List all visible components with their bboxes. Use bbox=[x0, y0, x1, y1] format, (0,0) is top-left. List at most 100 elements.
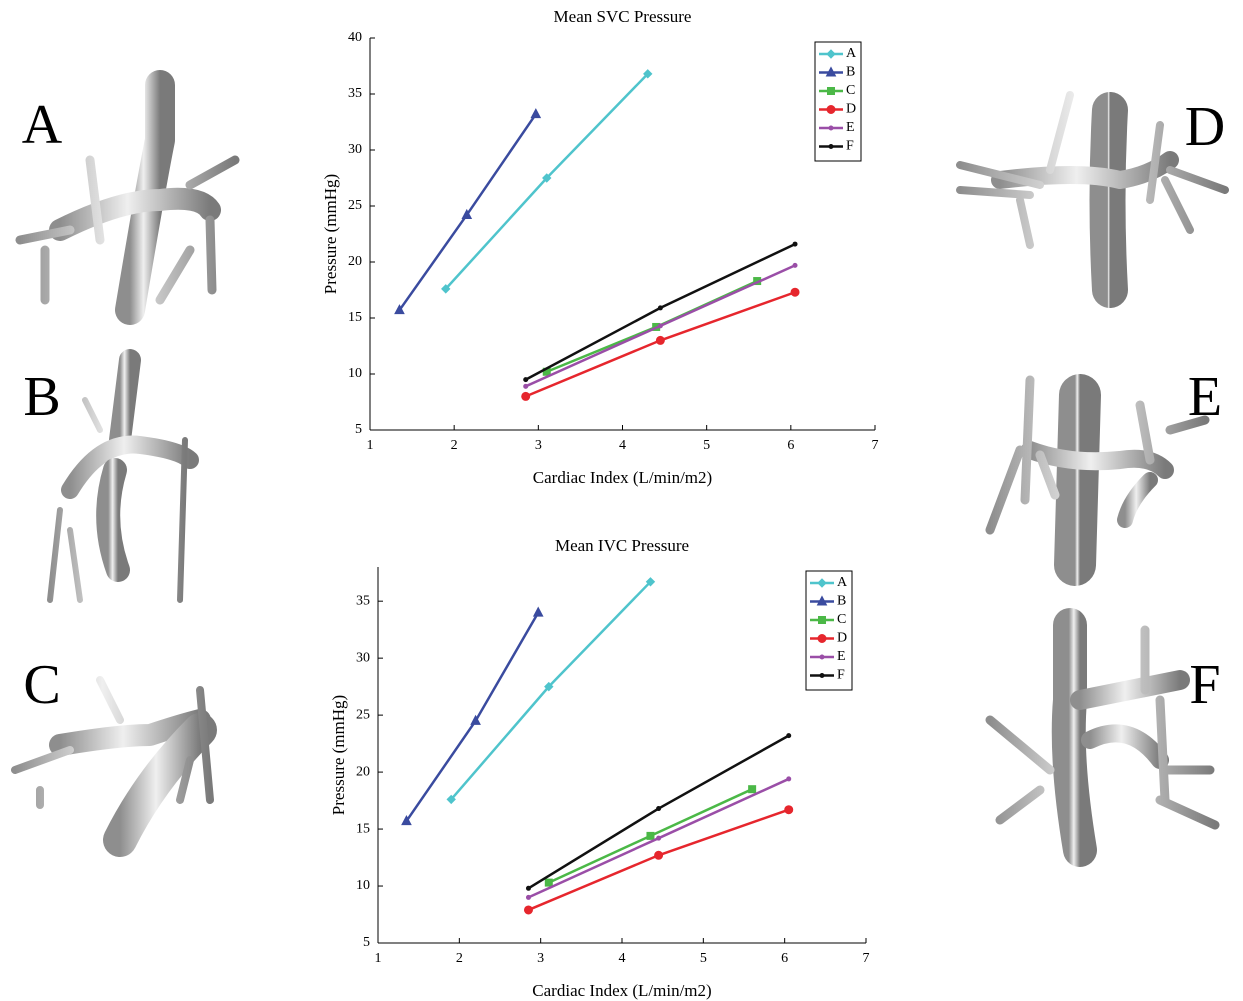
marker bbox=[792, 262, 798, 268]
marker bbox=[656, 835, 662, 841]
series-line bbox=[450, 580, 652, 801]
model-e bbox=[985, 374, 1210, 586]
y-tick-label: 25 bbox=[348, 198, 362, 213]
marker bbox=[441, 284, 451, 294]
marker bbox=[655, 335, 665, 345]
x-tick-label: 3 bbox=[537, 951, 544, 966]
marker bbox=[656, 806, 662, 812]
marker bbox=[817, 634, 827, 643]
x-tick-label: 6 bbox=[781, 951, 788, 966]
chart-title: Mean SVC Pressure bbox=[554, 7, 692, 26]
line-chart: Mean SVC Pressure Cardiac Index (L/min/m2… bbox=[321, 7, 879, 487]
marker bbox=[530, 108, 542, 119]
marker bbox=[446, 794, 456, 805]
panel-label: C bbox=[23, 654, 60, 716]
marker bbox=[826, 105, 836, 114]
legend-box bbox=[805, 570, 853, 691]
legend-label: D bbox=[837, 631, 847, 646]
marker bbox=[816, 595, 828, 606]
marker bbox=[544, 878, 553, 887]
series-line bbox=[527, 734, 790, 890]
marker bbox=[523, 377, 529, 383]
marker bbox=[394, 304, 405, 315]
x-axis-label: Cardiac Index (L/min/m2) bbox=[532, 981, 711, 1000]
series-line bbox=[525, 242, 796, 381]
x-axis-label: Cardiac Index (L/min/m2) bbox=[533, 468, 712, 487]
panel-label: E bbox=[1188, 366, 1222, 428]
panel-label: B bbox=[23, 366, 60, 428]
x-tick-label: 6 bbox=[787, 438, 794, 453]
marker bbox=[523, 905, 533, 915]
marker bbox=[544, 681, 554, 692]
marker bbox=[532, 606, 544, 617]
x-tick-label: 2 bbox=[451, 438, 458, 453]
marker bbox=[790, 287, 800, 297]
y-tick-label: 10 bbox=[348, 366, 362, 381]
marker bbox=[826, 49, 836, 59]
legend-label: F bbox=[837, 668, 845, 683]
y-axis-label: Pressure (mmHg) bbox=[321, 174, 340, 294]
marker bbox=[525, 885, 531, 891]
legend-label: B bbox=[837, 594, 846, 609]
x-tick-label: 4 bbox=[619, 438, 626, 453]
vessel-models bbox=[11, 70, 1229, 867]
marker bbox=[401, 815, 412, 826]
legend-label: D bbox=[846, 102, 856, 117]
model-d bbox=[956, 91, 1229, 308]
series-line bbox=[405, 611, 540, 822]
marker bbox=[827, 87, 835, 95]
charts: Mean SVC Pressure Cardiac Index (L/min/m2… bbox=[321, 7, 879, 1000]
y-tick-label: 30 bbox=[348, 142, 362, 157]
legend-box bbox=[814, 41, 862, 162]
marker bbox=[825, 66, 837, 77]
legend-label: E bbox=[837, 649, 846, 664]
y-tick-label: 5 bbox=[363, 935, 370, 950]
marker bbox=[784, 805, 794, 815]
marker bbox=[657, 305, 663, 311]
legend-label: A bbox=[846, 46, 857, 61]
legend-label: E bbox=[846, 120, 855, 135]
legend-label: A bbox=[837, 575, 848, 590]
marker bbox=[542, 173, 552, 183]
line-chart: Mean IVC Pressure Cardiac Index (L/min/m2… bbox=[329, 536, 870, 1000]
y-tick-label: 15 bbox=[348, 310, 362, 325]
marker bbox=[792, 241, 798, 247]
y-tick-label: 25 bbox=[356, 707, 370, 722]
x-tick-label: 1 bbox=[375, 951, 382, 966]
marker bbox=[817, 578, 827, 588]
model-c bbox=[11, 652, 217, 857]
marker bbox=[643, 69, 653, 79]
model-f bbox=[985, 608, 1220, 867]
marker bbox=[657, 323, 663, 329]
marker bbox=[654, 850, 664, 860]
chart-title: Mean IVC Pressure bbox=[555, 536, 689, 555]
x-tick-label: 5 bbox=[700, 951, 707, 966]
y-axis-label: Pressure (mmHg) bbox=[329, 695, 348, 815]
model-b bbox=[47, 349, 199, 603]
marker bbox=[786, 733, 792, 739]
marker bbox=[748, 785, 757, 794]
y-tick-label: 35 bbox=[356, 593, 370, 608]
legend-label: F bbox=[846, 139, 854, 154]
legend-label: C bbox=[846, 83, 855, 98]
marker bbox=[523, 383, 529, 389]
marker bbox=[645, 577, 656, 587]
legend-label: B bbox=[846, 65, 855, 80]
y-tick-label: 30 bbox=[356, 650, 370, 665]
marker bbox=[819, 673, 825, 678]
series-line bbox=[546, 279, 758, 373]
model-a bbox=[15, 70, 240, 325]
marker bbox=[525, 894, 531, 900]
marker bbox=[461, 208, 473, 219]
x-tick-label: 7 bbox=[863, 951, 870, 966]
marker bbox=[828, 125, 834, 131]
y-tick-label: 35 bbox=[348, 86, 362, 101]
x-tick-label: 5 bbox=[703, 438, 710, 453]
x-tick-label: 4 bbox=[619, 951, 626, 966]
x-tick-label: 2 bbox=[456, 951, 463, 966]
x-tick-label: 7 bbox=[872, 438, 879, 453]
legend-label: C bbox=[837, 612, 846, 627]
series-line bbox=[527, 808, 790, 912]
y-tick-label: 40 bbox=[348, 30, 362, 45]
